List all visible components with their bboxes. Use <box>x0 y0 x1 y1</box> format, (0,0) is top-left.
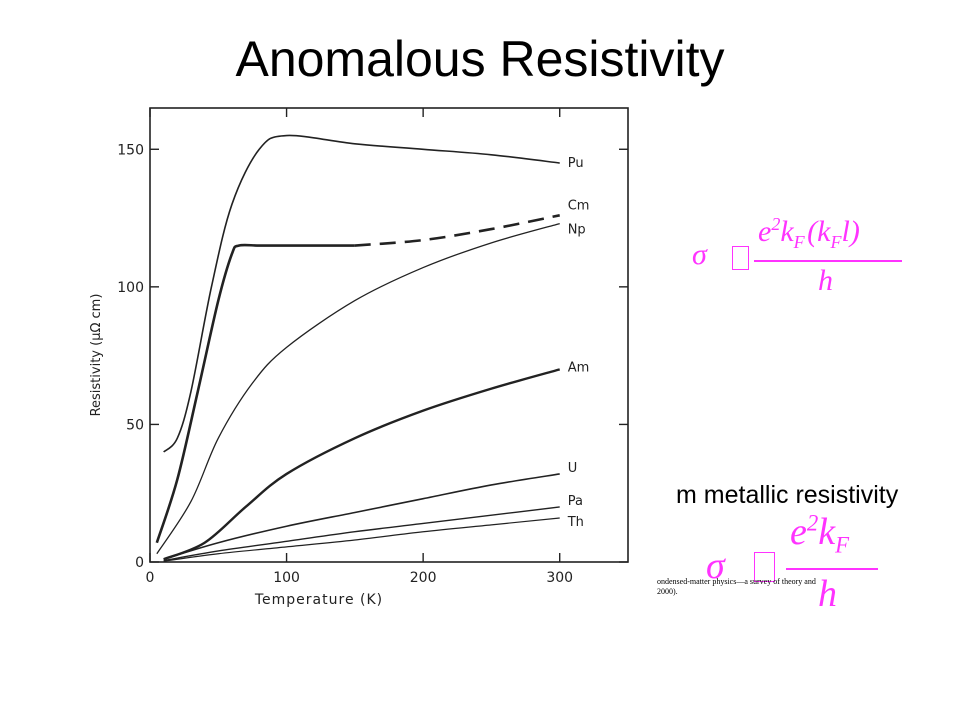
series-np-line <box>156 222 560 555</box>
x-tick-label: 200 <box>410 570 437 586</box>
normal-resistivity-formula: σ e2kF h <box>706 508 896 628</box>
proportional-symbol <box>732 246 749 270</box>
resistivity-chart: 0 100 200 300 0 50 100 150 Temperature (K) Resist… <box>89 107 629 608</box>
series-pa-label: Pa <box>568 494 583 509</box>
series-cm-label: Cm <box>568 198 590 213</box>
series-np-label: Np <box>568 223 586 238</box>
x-tick-label: 0 <box>146 570 155 586</box>
formula-denominator: h <box>818 264 833 297</box>
sigma-symbol: σ <box>692 238 707 271</box>
series-u-label: U <box>568 461 578 476</box>
anomalous-resistivity-formula: σ e2kF (kFl) h <box>692 210 912 310</box>
y-tick-label: 0 <box>135 555 144 571</box>
series-u-line <box>163 473 560 561</box>
chart-axes <box>149 107 629 563</box>
citation-fragment: ondensed-matter physics—a survey of theo… <box>657 577 816 597</box>
metallic-resistivity-caption: m metallic resistivity <box>676 481 899 509</box>
citation-line-1: ondensed-matter physics—a survey of theo… <box>657 577 816 586</box>
series-cm-dashed-line <box>354 214 560 247</box>
y-axis-label: Resistivity (μΩ cm) <box>89 294 104 417</box>
plot-frame <box>149 107 629 563</box>
series-pu-line <box>163 134 560 453</box>
formula-numerator: e2kF <box>790 510 850 558</box>
series-cm-line <box>155 243 355 544</box>
series-am-line <box>163 368 561 561</box>
series-th-label: Th <box>567 515 584 530</box>
slide-title: Anomalous Resistivity <box>235 31 725 87</box>
x-tick-label: 100 <box>273 570 300 586</box>
y-tick-label: 100 <box>117 280 144 296</box>
series-am-label: Am <box>568 360 590 375</box>
x-axis-label: Temperature (K) <box>254 592 383 608</box>
chart-labels: 0 100 200 300 0 50 100 150 Temperature (K) Resist… <box>89 142 589 608</box>
citation-line-2: 2000). <box>657 587 678 596</box>
fraction-bar <box>754 260 902 262</box>
chart-series-group <box>155 134 561 562</box>
fraction-bar <box>786 568 878 570</box>
sigma-symbol: σ <box>706 545 725 587</box>
formula-denominator: h <box>818 573 837 615</box>
series-pa-line <box>163 506 560 562</box>
formula-numerator: e2kF (kFl) <box>758 214 860 252</box>
series-th-line <box>163 517 560 562</box>
y-tick-label: 150 <box>117 142 144 158</box>
proportional-symbol <box>754 552 775 583</box>
x-tick-label: 300 <box>546 570 573 586</box>
y-tick-label: 50 <box>126 417 144 433</box>
series-pu-label: Pu <box>568 156 584 171</box>
